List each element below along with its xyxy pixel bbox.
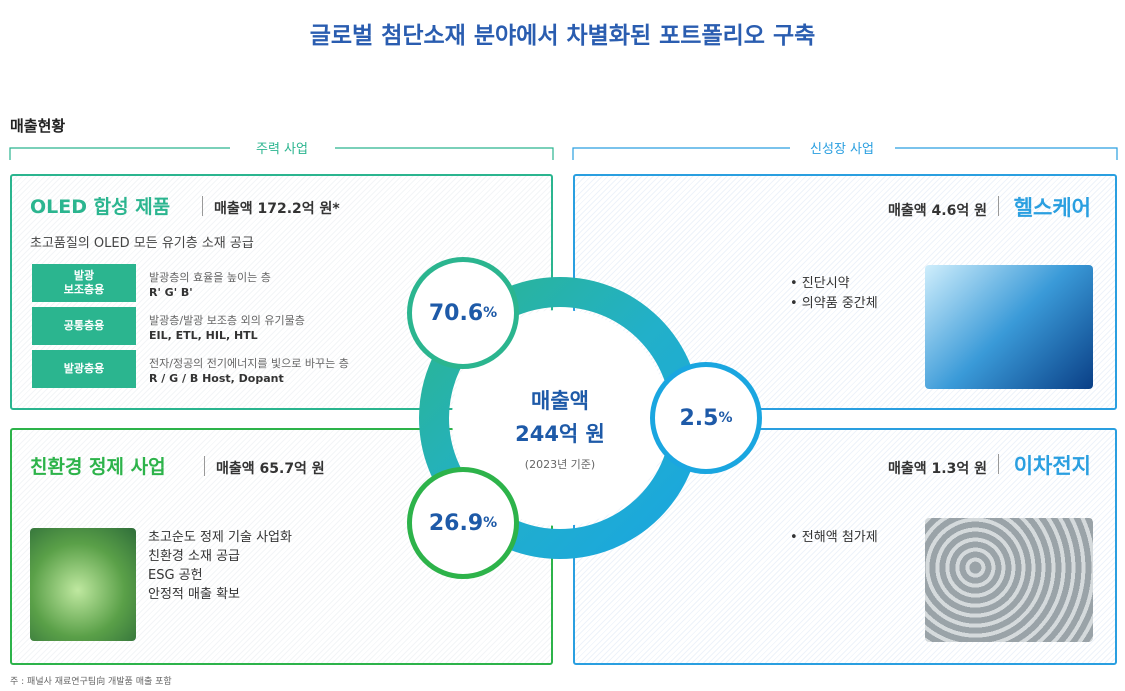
group-label: 신성장 사업 xyxy=(810,142,874,157)
bullet: ESG 공헌 xyxy=(148,568,203,583)
segment-name: OLED 합성 제품 xyxy=(30,196,171,218)
segment-name: 이차전지 xyxy=(1013,454,1091,478)
share-unit: % xyxy=(483,305,498,321)
bullet: 친환경 소재 공급 xyxy=(148,549,240,564)
row-detail: EIL, ETL, HIL, HTL xyxy=(149,329,258,342)
center-note: (2023년 기준) xyxy=(524,458,596,471)
row-tag: 공통층용 xyxy=(32,307,136,345)
bullet: • 의약품 중간체 xyxy=(790,296,878,311)
segment-name: 친환경 정제 사업 xyxy=(30,456,166,478)
eco-image xyxy=(30,528,136,641)
row-tag: 발광 보조층용 xyxy=(32,264,136,302)
center-label: 매출액 xyxy=(531,389,589,413)
share-unit: % xyxy=(483,515,498,531)
bullet: 안정적 매출 확보 xyxy=(148,587,240,602)
share-value: 26.9 xyxy=(428,510,484,536)
row-detail: R / G / B Host, Dopant xyxy=(149,372,284,385)
group-brackets xyxy=(9,147,1118,160)
segment-sales: 매출액 65.7억 원 xyxy=(216,461,325,477)
segment-desc: 초고품질의 OLED 모든 유기층 소재 공급 xyxy=(30,236,254,251)
footnote: 주 : 패널사 재료연구팀向 개발품 매출 포함 xyxy=(10,677,172,687)
group-label: 주력 사업 xyxy=(256,142,308,157)
share-value: 70.6 xyxy=(428,300,484,326)
healthcare-image xyxy=(925,265,1093,389)
share-circle: 70.6% xyxy=(407,257,519,369)
segment-sales: 매출액 1.3억 원 xyxy=(888,461,987,477)
battery-image xyxy=(925,518,1093,642)
share-value: 2.5 xyxy=(679,405,719,431)
row-text: 발광층의 효율을 높이는 층 xyxy=(149,271,271,284)
bullet: • 진단시약 xyxy=(790,276,850,291)
share-unit: % xyxy=(718,410,733,426)
center-total: 244억 원 xyxy=(515,422,605,446)
bullet-list: • 진단시약 • 의약품 중간체 xyxy=(790,274,878,314)
bullet-list: • 전해액 첨가제 xyxy=(790,528,878,548)
section-label: 매출현황 xyxy=(10,117,66,135)
segment-sales: 매출액 172.2억 원* xyxy=(214,201,340,217)
row-text: 전자/정공의 전기에너지를 빛으로 바꾸는 층 xyxy=(149,357,349,370)
segment-name: 헬스케어 xyxy=(1013,196,1091,220)
segment-sales: 매출액 4.6억 원 xyxy=(888,203,987,219)
share-circle: 26.9% xyxy=(407,467,519,579)
row-text: 발광층/발광 보조층 외의 유기물층 xyxy=(149,314,305,327)
bullet: 초고순도 정제 기술 사업화 xyxy=(148,530,292,545)
row-detail: R' G' B' xyxy=(149,286,193,299)
row-tag: 발광층용 xyxy=(32,350,136,388)
title: 글로벌 첨단소재 분야에서 차별화된 포트폴리오 구축 xyxy=(309,23,816,49)
share-circle: 2.5% xyxy=(650,362,762,474)
bullet: • 전해액 첨가제 xyxy=(790,530,878,545)
